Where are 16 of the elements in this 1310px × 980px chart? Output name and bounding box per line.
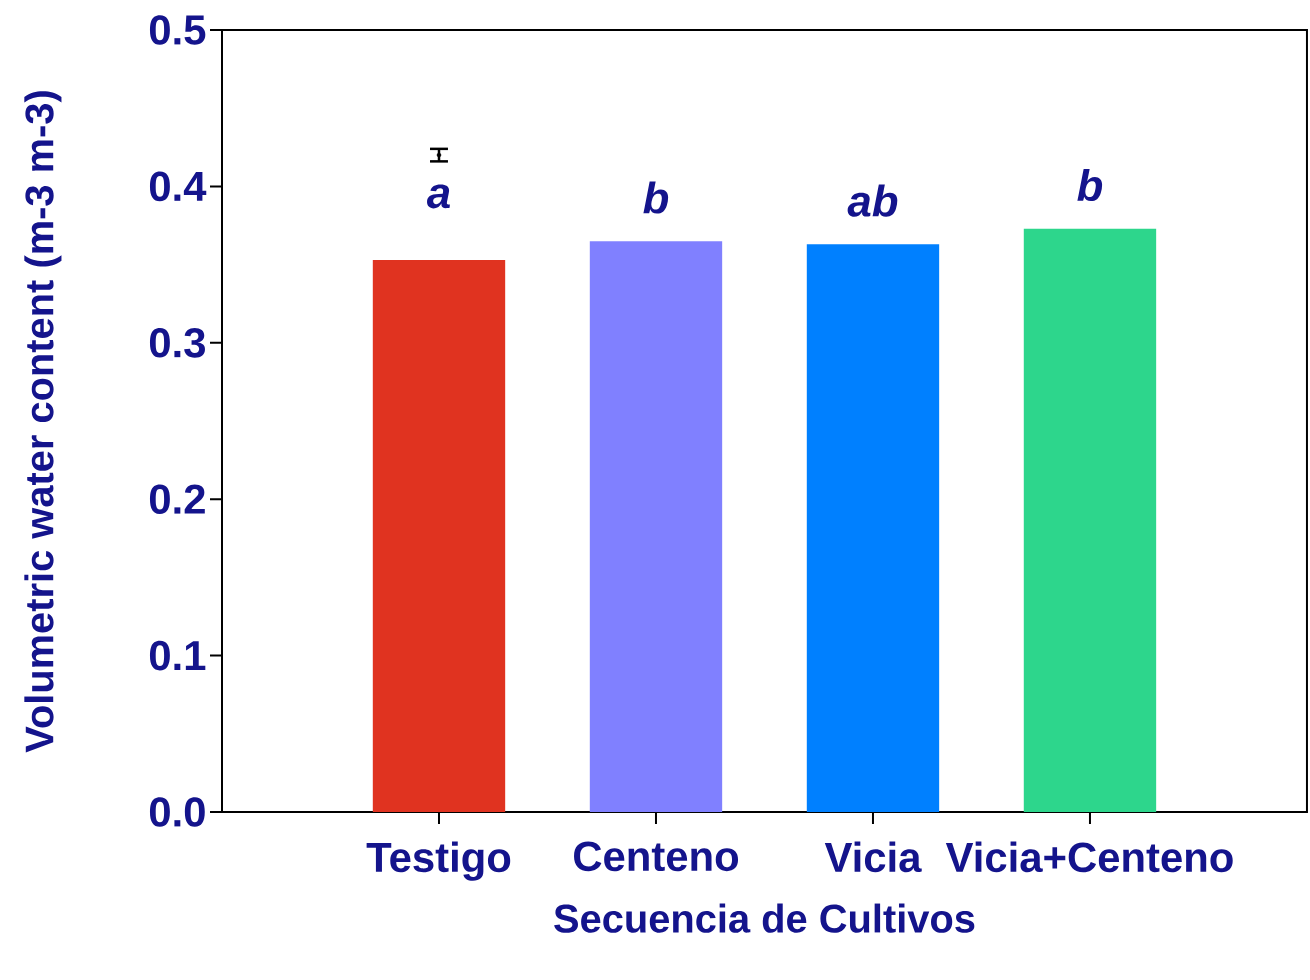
y-tick-label: 0.1 [149,640,206,671]
x-tick-label: Centeno [574,841,739,872]
y-tick-label: 0.2 [149,484,205,515]
x-tick-label: Testigo [366,841,511,881]
y-axis-title: Volumetric water content (m-3 m-3) [24,91,62,753]
annotation: b [643,181,669,214]
y-tick-label: 0.0 [149,797,205,827]
annotation: a [427,184,450,209]
annotation: ab [847,184,898,217]
x-tick-label: Vicia [824,841,922,873]
x-tick-label: Vicia+Centeno [945,841,1233,873]
annotation: b [1077,168,1103,202]
y-tick-label: 0.4 [149,171,207,202]
y-tick-label: 0.5 [149,15,206,45]
x-axis-title: Secuencia de Cultivos [554,903,975,933]
y-tick-label: 0.3 [149,327,205,358]
